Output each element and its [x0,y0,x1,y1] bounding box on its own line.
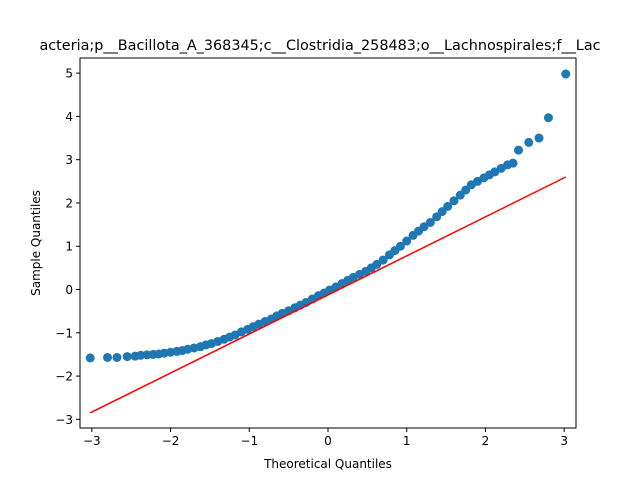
data-point [372,259,382,269]
x-tick-label: 0 [324,434,332,448]
y-tick-label: 5 [65,67,73,81]
data-point [524,137,534,147]
x-tick-label: −2 [162,434,180,448]
data-point [425,217,435,227]
x-tick-label: −3 [83,434,101,448]
x-tick-label: 2 [482,434,490,448]
axes-frame [79,57,577,429]
data-point [112,352,122,362]
x-axis: −3 −2 −1 0 1 2 3 [83,428,568,448]
y-tick-label: −2 [55,370,73,384]
data-point [85,353,95,363]
data-point [443,201,453,211]
y-tick-label: 1 [65,240,73,254]
data-point [508,158,518,168]
data-point [449,196,459,206]
data-point [543,113,553,123]
data-point [514,145,524,155]
y-tick-label: 4 [65,110,73,124]
data-point [419,222,429,232]
x-tick-label: 1 [403,434,411,448]
y-tick-label: −3 [55,413,73,427]
reference-line [89,176,567,414]
plot-area [85,69,571,414]
chart-title: acteria;p__Bacillota_A_368345;c__Clostri… [39,38,600,54]
y-axis: −3 −2 −1 0 1 2 3 4 5 [55,67,80,427]
data-point [534,133,544,143]
y-tick-label: 3 [65,153,73,167]
y-axis-label: Sample Quantiles [29,190,43,296]
data-point [122,352,132,362]
y-tick-label: 0 [65,283,73,297]
x-axis-label: Theoretical Quantiles [263,457,392,471]
y-tick-label: 2 [65,196,73,210]
data-point [103,352,113,362]
y-tick-label: −1 [55,326,73,340]
data-point [402,236,412,246]
x-tick-label: −1 [240,434,258,448]
data-point [395,241,405,251]
data-point [561,69,571,79]
x-tick-label: 3 [560,434,568,448]
data-point [378,255,388,265]
